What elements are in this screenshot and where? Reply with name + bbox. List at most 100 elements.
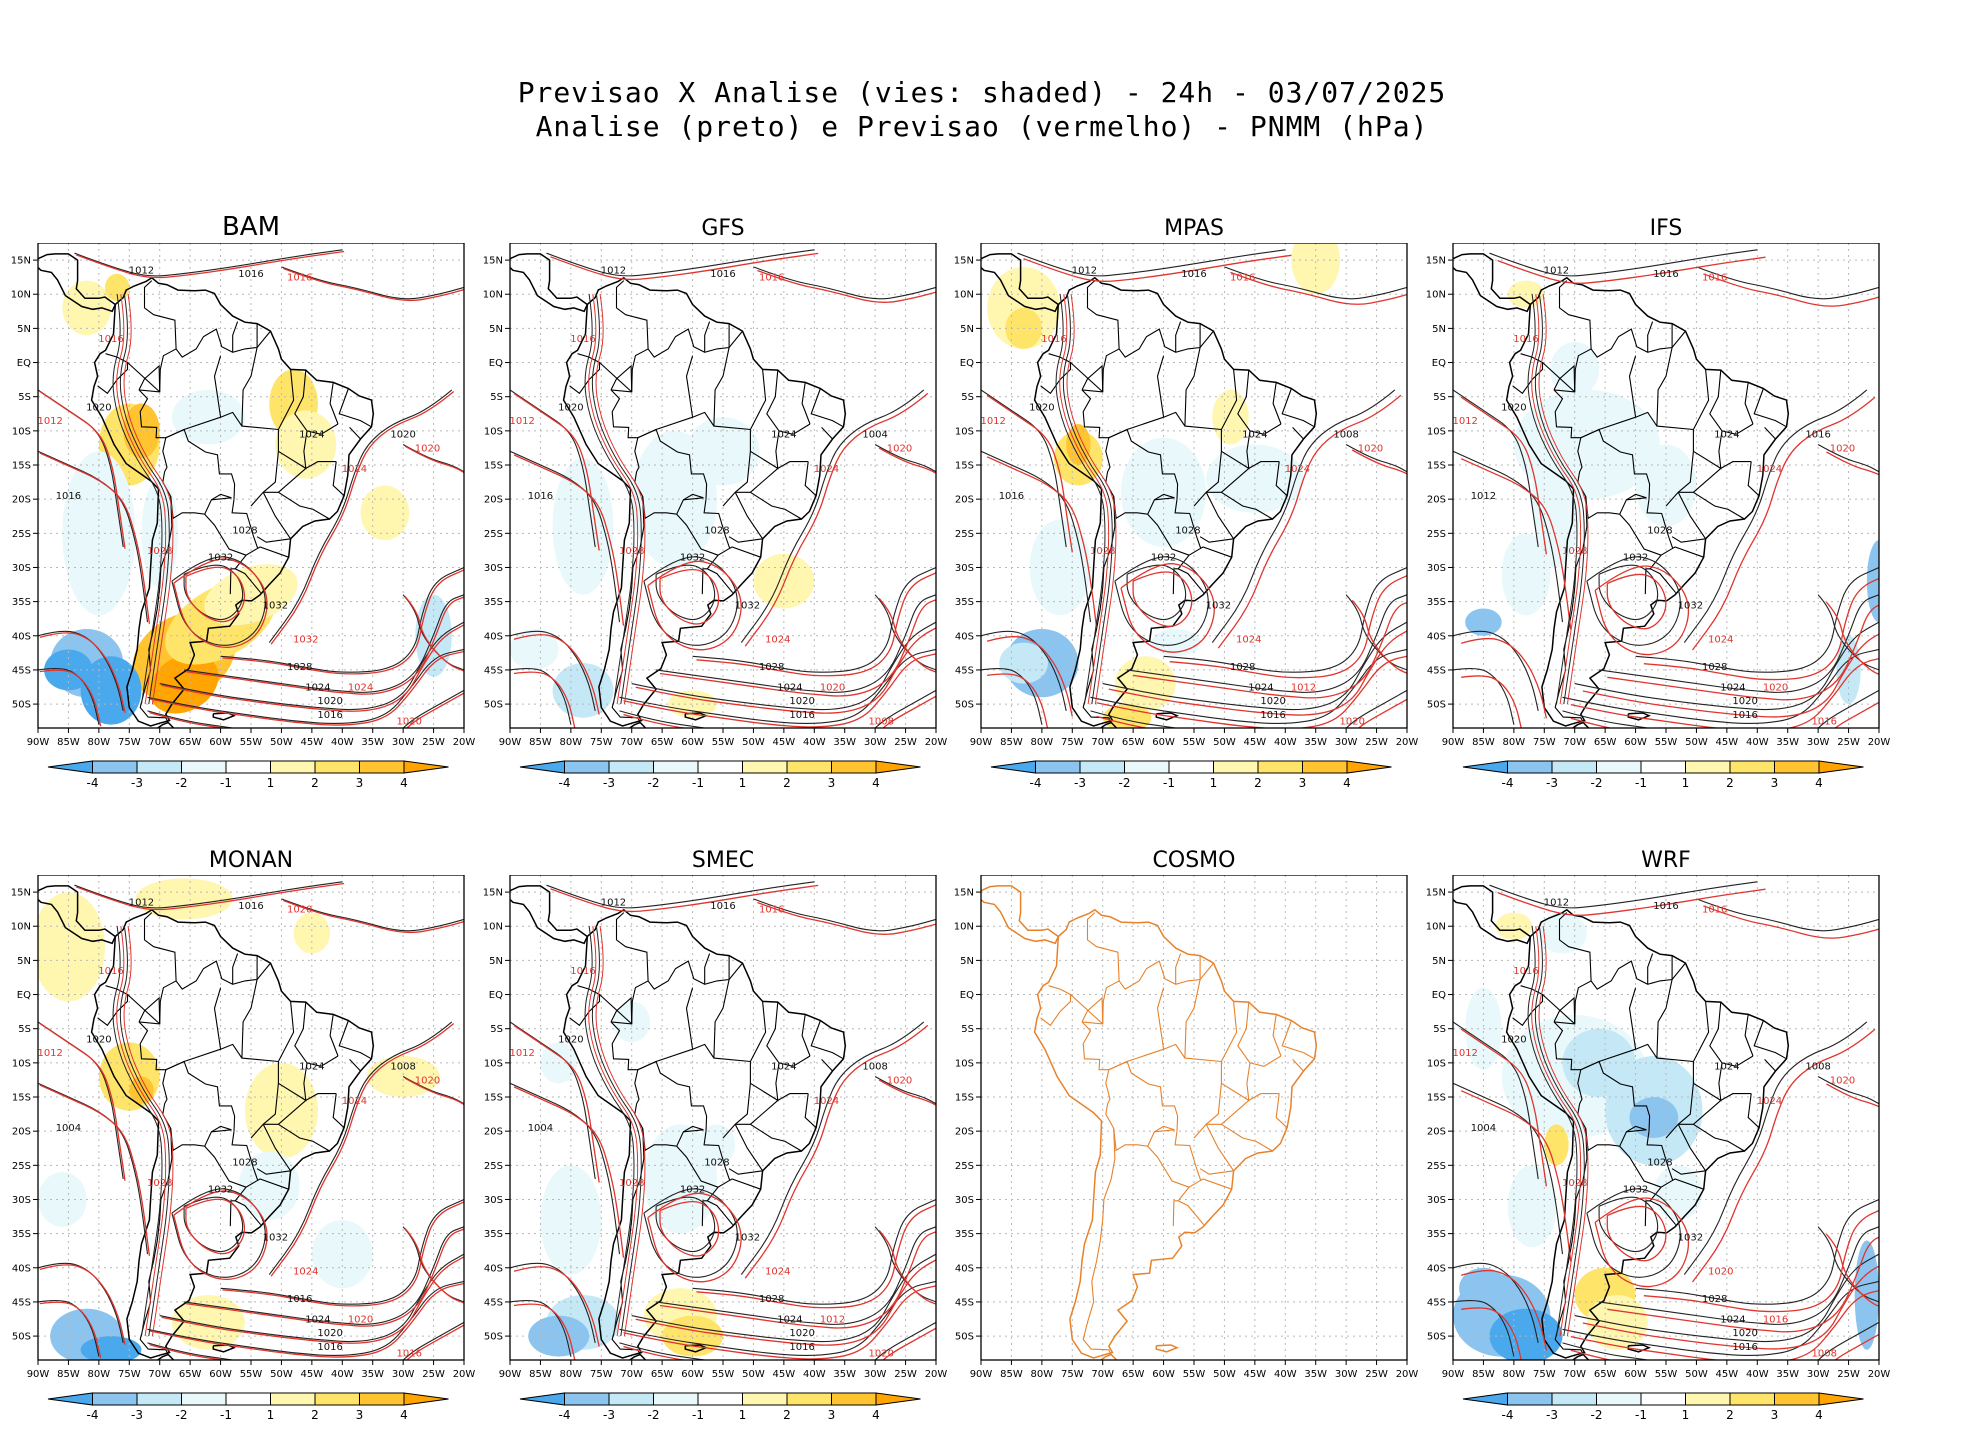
political-border	[1237, 370, 1251, 432]
isobar-forecast	[1570, 1289, 1879, 1360]
lat-tick-label: 45S	[12, 1297, 31, 1308]
political-border	[250, 429, 279, 507]
isobar-forecast	[595, 926, 646, 1337]
contour-label-analysis: 1012	[1544, 898, 1569, 909]
lon-tick-label: 65W	[179, 1369, 202, 1380]
political-border	[1172, 568, 1179, 595]
lat-tick-label: 45S	[955, 665, 974, 676]
lat-tick-label: 5N	[960, 956, 974, 967]
lon-tick-label: 45W	[301, 737, 324, 748]
contour-label-analysis: 1032	[1206, 600, 1231, 611]
lat-tick-label: 20S	[955, 495, 974, 506]
political-border	[1628, 355, 1637, 418]
isobar-forecast	[659, 569, 720, 625]
colorbar-segment	[47, 760, 93, 774]
political-border	[610, 328, 743, 393]
political-border	[801, 1014, 811, 1057]
political-border	[821, 1059, 833, 1072]
panel-title-smec: SMEC	[691, 848, 755, 873]
bias-shading-area	[171, 389, 245, 445]
lon-tick-label: 75W	[1061, 1369, 1084, 1380]
contour-label-analysis: 1032	[735, 600, 760, 611]
isobar-analysis	[268, 1021, 453, 1275]
isobar-analysis	[619, 1342, 705, 1360]
lat-tick-label: 45S	[1427, 665, 1446, 676]
contour-label-forecast: 1016	[1812, 717, 1837, 728]
isobar-analysis	[656, 594, 936, 693]
lat-tick-label: 10S	[1427, 426, 1446, 437]
isobar-forecast	[39, 452, 151, 624]
lat-tick-label: 20S	[484, 495, 503, 506]
contour-label-analysis: 1016	[1181, 269, 1206, 280]
political-border	[294, 1002, 308, 1064]
bias-shading-area	[80, 1336, 142, 1360]
contour-label-analysis: 1008	[1333, 430, 1358, 441]
coastline	[90, 908, 375, 1359]
contour-label-analysis: 1012	[129, 898, 154, 909]
isobar-forecast	[405, 692, 464, 728]
isobar-analysis	[1062, 294, 1113, 705]
colorbar-label: -3	[603, 776, 615, 790]
lon-tick-label: 90W	[499, 1369, 522, 1380]
political-border	[1747, 461, 1760, 497]
political-border	[778, 1055, 811, 1067]
political-border	[637, 428, 657, 439]
isobar-analysis	[1055, 294, 1106, 705]
lon-tick-label: 55W	[1655, 737, 1678, 748]
colorbar-label: 2	[783, 1408, 791, 1422]
contour-label-forecast: 1020	[887, 1075, 912, 1086]
coastline	[1571, 1353, 1590, 1360]
contour-label-forecast: 1012	[820, 1314, 845, 1325]
colorbar-segment	[1079, 760, 1125, 774]
political-border	[1747, 1093, 1760, 1129]
political-border	[704, 321, 711, 353]
lat-tick-label: 45S	[12, 665, 31, 676]
political-border	[305, 1093, 337, 1101]
isobar-analysis	[1574, 1253, 1879, 1343]
lat-tick-label: 40S	[1427, 631, 1446, 642]
political-border	[262, 1124, 292, 1172]
political-border	[1753, 1020, 1787, 1060]
lon-tick-label: 20W	[453, 737, 476, 748]
political-border	[801, 382, 811, 425]
lat-tick-label: EQ	[1432, 358, 1446, 369]
coastline	[1571, 721, 1590, 728]
map-background	[981, 875, 1407, 1360]
political-border	[1108, 1060, 1128, 1071]
lon-tick-label: 65W	[1122, 737, 1145, 748]
colorbar-segment	[990, 760, 1036, 774]
political-border	[1156, 987, 1165, 1050]
contour-label-analysis: 1032	[208, 1185, 233, 1196]
isobar-forecast	[404, 1077, 464, 1106]
lat-tick-label: 25S	[484, 1161, 503, 1172]
political-border	[1542, 362, 1576, 393]
colorbar-segment	[270, 760, 316, 774]
political-border	[1542, 994, 1576, 1025]
colorbar-segment	[359, 760, 405, 774]
isobar-analysis	[112, 926, 163, 1337]
lon-tick-label: 70W	[1091, 737, 1114, 748]
lon-tick-label: 35W	[833, 1369, 856, 1380]
contour-label-analysis: 1032	[1678, 1232, 1703, 1243]
contour-label-forecast: 1024	[1285, 464, 1310, 475]
political-border	[1081, 364, 1104, 392]
isobar-forecast	[405, 1324, 464, 1360]
contour-label-analysis: 1004	[862, 430, 887, 441]
lat-tick-label: 10N	[954, 290, 974, 301]
political-border	[1205, 1124, 1235, 1172]
isobar-forecast	[647, 560, 742, 651]
isobar-forecast	[588, 926, 639, 1337]
lat-tick-label: 15N	[11, 888, 31, 899]
contour-label-forecast: 1016	[1513, 334, 1538, 345]
isobar-forecast	[1230, 271, 1407, 305]
colorbar-label: -1	[220, 1408, 232, 1422]
coastline	[1505, 908, 1790, 1359]
lon-tick-label: 75W	[118, 737, 141, 748]
lon-tick-label: 80W	[1031, 737, 1054, 748]
contour-label-forecast: 1028	[1562, 546, 1587, 557]
isobar-forecast	[1217, 394, 1402, 649]
political-border	[1248, 461, 1280, 469]
contour-label-analysis: 1028	[287, 662, 312, 673]
lon-tick-label: 85W	[1000, 1369, 1023, 1380]
colorbar-label: 4	[400, 1408, 408, 1422]
